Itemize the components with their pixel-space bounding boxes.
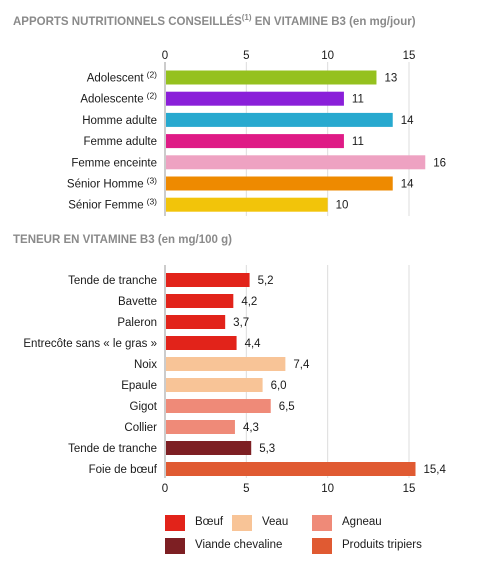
value-label: 4,4 [245, 338, 262, 350]
legend-label: Agneau [342, 516, 382, 528]
category-label: Homme adulte [82, 115, 157, 127]
legend-label: Produits tripiers [342, 539, 422, 551]
category-label: Collier [124, 422, 157, 434]
category-label: Adolescente (2) [80, 91, 157, 106]
bar [166, 91, 344, 106]
category-label: Gigot [130, 401, 158, 413]
legend-swatch [165, 515, 185, 531]
value-label: 15,4 [424, 464, 447, 476]
title-suffix: EN VITAMINE B3 (en mg/jour) [254, 15, 416, 28]
bar [166, 176, 393, 191]
legend-label: Viande chevaline [195, 539, 283, 551]
x-tick-label: 10 [321, 483, 334, 495]
bar [166, 420, 235, 434]
category-label: Bavette [118, 296, 157, 308]
category-label: Tende de tranche [68, 443, 157, 455]
legend-label: Veau [262, 516, 289, 528]
bar [166, 155, 426, 170]
value-label: 11 [352, 136, 364, 148]
title-main: APPORTS NUTRITIONNELS CONSEILLÉS [13, 15, 242, 28]
value-label: 6,0 [271, 380, 287, 392]
bar [166, 441, 252, 455]
legend-swatch [312, 538, 332, 554]
x-tick-label: 0 [162, 483, 168, 495]
category-label: Sénior Femme (3) [68, 197, 157, 212]
meat-content-chart: 0 5 10 15 Tende de tranche 5,2 Bavette 4,2 Paler… [23, 265, 447, 495]
category-label: Foie de bœuf [89, 464, 158, 476]
legend-label: Bœuf [195, 516, 224, 528]
bar [166, 197, 328, 212]
x-tick-label: 5 [243, 483, 249, 495]
bar [166, 273, 250, 287]
bar [166, 112, 393, 127]
bar [166, 336, 237, 350]
bar [166, 378, 263, 392]
bar [166, 294, 234, 308]
x-tick-label: 15 [403, 483, 416, 495]
legend-swatch [165, 538, 185, 554]
value-label: 7,4 [293, 359, 310, 371]
legend-swatch [232, 515, 252, 531]
category-label: Noix [134, 359, 157, 371]
x-tick-label: 0 [162, 50, 168, 62]
bar [166, 462, 416, 476]
category-label: Femme adulte [83, 136, 157, 148]
value-label: 11 [352, 94, 364, 106]
bar [166, 357, 286, 371]
legend-swatch [312, 515, 332, 531]
recommended-intake-chart: 0 5 10 15 Adolescent (2) 13 Adolescente (2) 11 Hom… [67, 50, 446, 216]
category-label: Paleron [117, 317, 157, 329]
bar [166, 134, 344, 149]
x-tick-label: 5 [243, 50, 249, 62]
category-label: Femme enceinte [71, 157, 157, 169]
value-label: 4,3 [243, 422, 259, 434]
category-label: Tende de tranche [68, 275, 157, 287]
value-label: 3,7 [233, 317, 249, 329]
x-tick-label: 15 [403, 50, 416, 62]
category-label: Epaule [121, 380, 157, 392]
value-label: 16 [433, 157, 446, 169]
value-label: 13 [384, 73, 397, 85]
value-label: 6,5 [279, 401, 295, 413]
x-tick-label: 10 [321, 50, 334, 62]
value-label: 5,2 [258, 275, 274, 287]
value-label: 14 [401, 115, 414, 127]
category-label: Adolescent (2) [87, 70, 157, 85]
bar [166, 315, 226, 329]
value-label: 14 [401, 179, 414, 191]
category-label: Sénior Homme (3) [67, 176, 157, 191]
bar [166, 399, 271, 413]
bar [166, 70, 377, 85]
title-footnote-marker: (1) [241, 13, 252, 22]
chart-title-meat-content: TENEUR EN VITAMINE B3 (en mg/100 g) [13, 234, 232, 246]
value-label: 10 [336, 200, 349, 212]
category-label: Entrecôte sans « le gras » [23, 338, 157, 350]
value-label: 4,2 [241, 296, 257, 308]
chart-title-recommended-intake: APPORTS NUTRITIONNELS CONSEILLÉS(1) EN V… [13, 13, 416, 28]
value-label: 5,3 [259, 443, 275, 455]
